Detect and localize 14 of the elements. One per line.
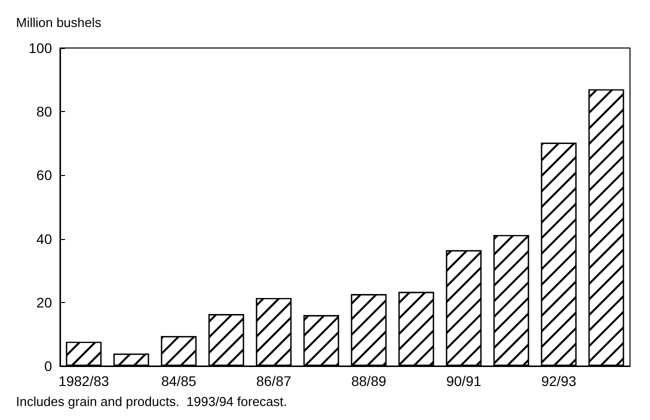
- text: Includes grain and products. 1993/94 forecast.: [16, 394, 288, 409]
- y-tick-label: 80: [36, 104, 52, 120]
- x-tick-label: 84/85: [161, 373, 196, 389]
- y-tick-label: 0: [44, 358, 52, 374]
- y-tick-label: 20: [36, 294, 52, 310]
- x-tick-label: 88/89: [351, 373, 386, 389]
- x-tick-label: 90/91: [446, 373, 482, 389]
- y-tick-label: 60: [36, 167, 52, 184]
- x-tick-label: 1982/83: [58, 373, 110, 389]
- y-tick-label: 100: [28, 40, 52, 56]
- x-tick-label: 92/93: [541, 373, 576, 389]
- y-axis-title: Million bushels: [16, 15, 102, 30]
- y-tick-label: 40: [36, 230, 52, 247]
- x-tick-label: 86/87: [256, 373, 292, 389]
